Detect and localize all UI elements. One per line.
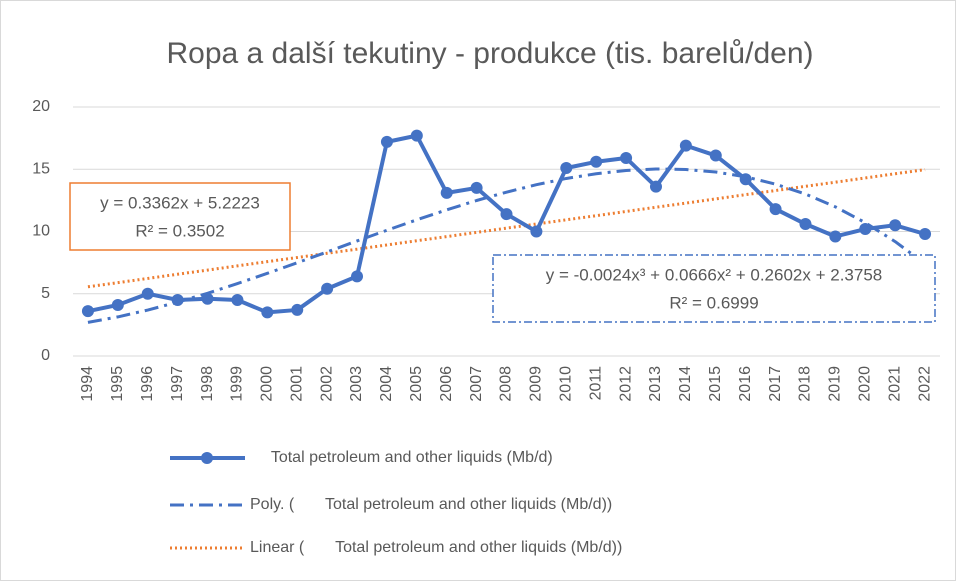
data-point (829, 230, 842, 243)
x-tick-label: 2016 (737, 366, 754, 402)
data-point (261, 306, 274, 319)
data-point (530, 225, 543, 238)
data-point (321, 282, 334, 295)
x-tick-label: 1999 (229, 366, 246, 402)
data-point (649, 180, 662, 193)
x-tick-label: 1994 (79, 366, 96, 402)
data-point (620, 152, 633, 165)
x-tick-label: 2000 (259, 366, 276, 402)
chart-title: Ropa a další tekutiny - produkce (tis. b… (166, 37, 813, 70)
data-point (81, 305, 94, 318)
x-tick-label: 2017 (767, 366, 784, 402)
data-point (410, 129, 423, 142)
data-point (141, 287, 154, 300)
y-tick-label: 5 (41, 285, 50, 302)
data-point (380, 135, 393, 148)
x-tick-label: 2010 (558, 366, 575, 402)
x-tick-label: 2006 (438, 366, 455, 402)
x-tick-label: 2020 (856, 366, 873, 402)
data-point (171, 293, 184, 306)
legend-label: Linear ( Total petroleum and other liqui… (250, 539, 622, 556)
x-tick-label: 2009 (528, 366, 545, 402)
y-tick-label: 10 (32, 223, 50, 240)
data-point (590, 155, 603, 168)
annotation-text: y = 0.3362x + 5.2223 (100, 193, 260, 212)
data-point (799, 218, 812, 231)
x-tick-label: 2015 (707, 366, 724, 402)
legend-label: Total petroleum and other liquids (Mb/d) (240, 449, 553, 466)
data-point (111, 298, 124, 311)
data-point (560, 162, 573, 175)
series-line (87, 168, 926, 289)
annotation-box (69, 182, 291, 251)
x-tick-label: 2005 (408, 366, 425, 402)
x-tick-label: 1995 (109, 366, 126, 402)
x-tick-label: 2004 (378, 366, 395, 402)
data-point (500, 208, 513, 221)
data-point (440, 186, 453, 199)
x-tick-label: 2003 (348, 366, 365, 402)
x-tick-label: 2014 (677, 366, 694, 402)
annotation-text: R² = 0.3502 (135, 221, 224, 240)
x-tick-label: 2022 (916, 366, 933, 402)
y-tick-label: 20 (32, 98, 50, 115)
x-tick-label: 1997 (169, 366, 186, 402)
data-point (470, 181, 483, 194)
x-tick-label: 2007 (468, 366, 485, 402)
data-point (859, 223, 872, 236)
x-tick-label: 2002 (318, 366, 335, 402)
data-point (709, 149, 722, 162)
x-tick-label: 2013 (647, 366, 664, 402)
data-point (201, 292, 214, 305)
y-tick-label: 0 (41, 347, 50, 364)
legend-marker (201, 452, 213, 464)
data-point (919, 227, 932, 240)
x-tick-label: 2021 (886, 366, 903, 402)
data-point (769, 203, 782, 216)
legend-label: Poly. ( Total petroleum and other liquid… (250, 496, 612, 513)
annotation-text: R² = 0.6999 (669, 293, 758, 312)
data-point (291, 303, 304, 316)
data-point (739, 173, 752, 186)
series-line (87, 167, 926, 324)
data-point (679, 139, 692, 152)
annotation-box (492, 254, 936, 323)
x-tick-label: 1998 (199, 366, 216, 402)
x-tick-label: 2018 (797, 366, 814, 402)
x-tick-label: 2011 (587, 366, 604, 401)
x-tick-label: 2019 (827, 366, 844, 402)
y-tick-label: 15 (32, 160, 50, 177)
data-point (889, 219, 902, 232)
data-point (351, 270, 364, 283)
x-tick-label: 2001 (288, 366, 305, 402)
annotation-text: y = -0.0024x³ + 0.0666x² + 0.2602x + 2.3… (546, 265, 882, 284)
x-tick-label: 2012 (617, 366, 634, 402)
data-point (231, 293, 244, 306)
x-tick-label: 2008 (498, 366, 515, 402)
x-tick-label: 1996 (139, 366, 156, 402)
